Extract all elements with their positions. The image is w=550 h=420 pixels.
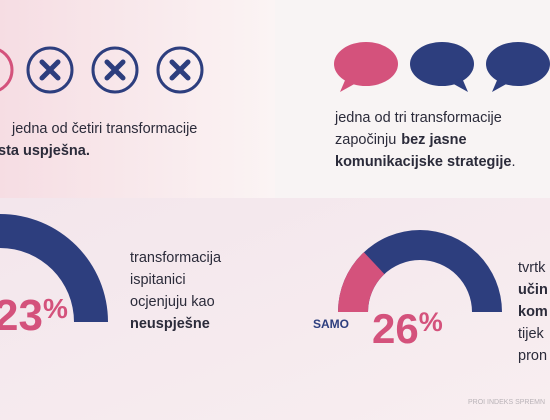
text: %	[419, 307, 443, 337]
text: započinju bez jasne	[335, 132, 467, 148]
text: jedna od tri transformacije	[334, 110, 502, 126]
text: .	[512, 154, 516, 170]
text: 23	[0, 291, 43, 340]
big-number: 23%	[0, 291, 68, 340]
text: učin	[518, 282, 548, 298]
gauge-arc	[338, 230, 502, 312]
gauge-segment	[338, 252, 385, 312]
text: SAMO	[313, 317, 349, 331]
text: 26	[372, 305, 419, 352]
big-number: 26%	[372, 305, 443, 352]
text: transformacija	[130, 250, 222, 266]
panel-bg	[0, 0, 275, 198]
text: ispitanici	[130, 272, 186, 288]
text: bez jasne	[401, 132, 466, 148]
icons-bubbles	[334, 42, 550, 92]
panel-bg	[275, 0, 550, 198]
text: tvrtk	[518, 260, 546, 276]
text-block: tvrtk učin kom tijek pron	[518, 260, 548, 364]
icons-x	[0, 46, 204, 94]
text: komunikacijske strategije.	[335, 154, 516, 170]
footer: PROI INDEKS SPREMN	[468, 399, 545, 406]
text: sta uspješna.	[0, 143, 90, 159]
text: pron	[518, 348, 547, 364]
text: komunikacijske strategije	[335, 154, 512, 170]
text: %	[43, 293, 68, 324]
gauges	[0, 214, 502, 322]
text: tijek	[518, 326, 545, 342]
text: ocjenjuju kao	[130, 294, 215, 310]
text: neuspješne	[130, 316, 210, 332]
text-block: transformacija ispitanici ocjenjuju kao neu…	[130, 250, 222, 332]
text: započinju	[335, 132, 396, 148]
text: jedna od četiri transformacije	[11, 121, 197, 137]
gauge-arc	[0, 214, 108, 322]
text: kom	[518, 304, 548, 320]
